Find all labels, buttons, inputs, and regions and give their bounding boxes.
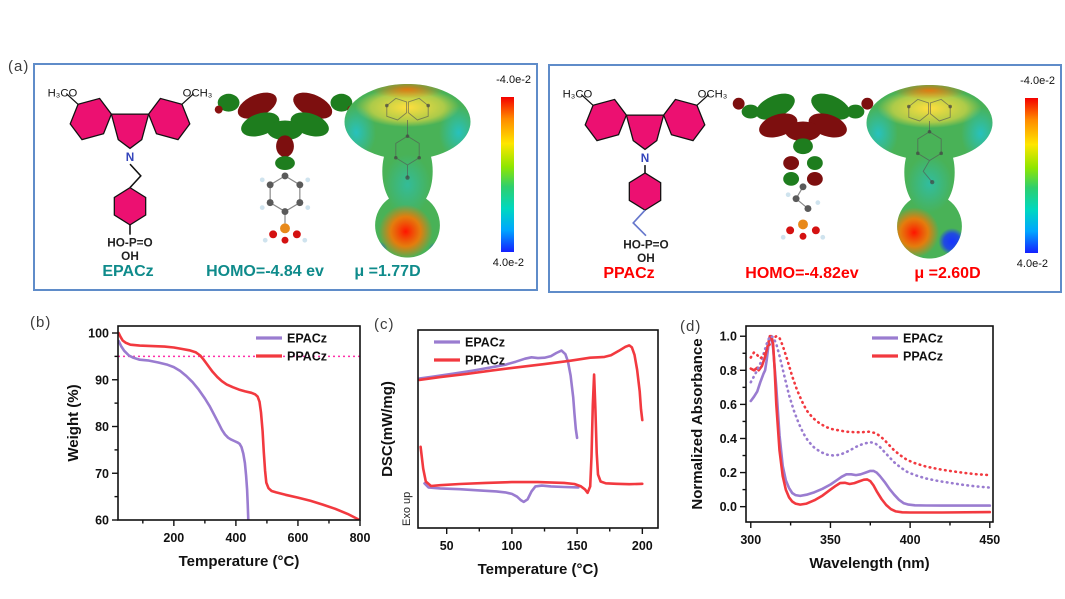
panel-c-label: (c) <box>374 316 395 333</box>
carbazole-left-ring <box>584 98 628 142</box>
carbazole-center-ring <box>110 113 150 150</box>
svg-text:450: 450 <box>979 533 1000 547</box>
svg-text:0.8: 0.8 <box>720 364 737 378</box>
phenyl-ring <box>628 172 662 211</box>
svg-text:400: 400 <box>225 531 246 545</box>
svg-text:Weight (%): Weight (%) <box>65 384 82 461</box>
phenyl-ring <box>113 186 147 226</box>
ppacz-structure-drawing: H₃CO OCH₃ N HO-P=O OH <box>563 88 728 265</box>
nitrogen-label: N <box>641 152 650 165</box>
svg-text:Temperature (°C): Temperature (°C) <box>179 553 300 570</box>
esp-scale-min: 4.0e-2 <box>492 257 524 269</box>
svg-text:100: 100 <box>88 327 109 341</box>
svg-text:400: 400 <box>900 533 921 547</box>
svg-text:0.0: 0.0 <box>720 500 737 514</box>
svg-text:PPACz: PPACz <box>903 350 943 364</box>
ppacz-name-label: PPACz <box>603 265 655 282</box>
svg-text:Normalized Absorbance: Normalized Absorbance <box>689 338 706 509</box>
methoxy-right-label: OCH₃ <box>698 88 728 100</box>
svg-text:Exo up: Exo up <box>401 492 413 526</box>
svg-text:Wavelength (nm): Wavelength (nm) <box>809 555 929 572</box>
svg-text:800: 800 <box>350 531 371 545</box>
carbazole-left-ring <box>69 97 113 141</box>
esp-colorbar <box>1025 98 1038 253</box>
tga-chart: 200 400 600 800 60 70 80 90 100 Temperature (°C) W… <box>65 325 371 570</box>
panel-a-label: (a) <box>8 58 30 75</box>
ppacz-dipole-label: μ =2.60D <box>914 265 981 282</box>
ppacz-homo-orbital <box>732 93 874 240</box>
epacz-name-label: EPACz <box>102 263 154 280</box>
methoxy-left-label: H₃CO <box>563 88 593 100</box>
svg-text:0.2: 0.2 <box>720 466 737 480</box>
esp-scale-max: -4.0e-2 <box>496 74 531 86</box>
svg-text:100: 100 <box>501 539 522 553</box>
phosphorus-atom <box>798 219 808 230</box>
epacz-dipole-label: μ =1.77D <box>354 263 421 280</box>
svg-text:Temperature (°C): Temperature (°C) <box>478 561 599 578</box>
svg-text:0.6: 0.6 <box>720 398 737 412</box>
svg-text:350: 350 <box>820 533 841 547</box>
panel-b-label: (b) <box>30 314 52 331</box>
svg-text:DSC(mW/mg): DSC(mW/mg) <box>379 381 396 477</box>
phosphorus-atom <box>280 223 290 234</box>
epacz-panel-box: H₃CO OCH₃ N HO-P=O OH <box>33 63 538 291</box>
dsc-chart: 50 100 150 200 Temperature (°C) DSC(mW/mg) Exo… <box>379 329 659 578</box>
svg-text:70: 70 <box>95 467 109 481</box>
carbazole-right-ring <box>147 97 191 141</box>
svg-text:90: 90 <box>95 373 109 387</box>
epacz-structure-drawing: H₃CO OCH₃ N HO-P=O OH <box>48 87 213 263</box>
esp-colorbar <box>501 97 514 252</box>
epacz-homo-orbital <box>214 92 356 244</box>
methoxy-left-label: H₃CO <box>48 87 78 99</box>
svg-text:200: 200 <box>163 531 184 545</box>
carbazole-right-ring <box>662 98 706 142</box>
panel-d-label: (d) <box>680 318 702 335</box>
svg-text:PPACz: PPACz <box>465 354 505 368</box>
esp-scale-max: -4.0e-2 <box>1020 75 1055 87</box>
svg-text:EPACz: EPACz <box>287 332 327 346</box>
svg-text:1.0: 1.0 <box>720 330 737 344</box>
esp-scale-min: 4.0e-2 <box>1016 258 1048 270</box>
svg-text:EPACz: EPACz <box>465 336 505 350</box>
absorbance-chart: 300 350 400 450 0.0 0.2 0.4 0.6 0.8 1.0 Wavelength… <box>689 325 1000 572</box>
svg-text:50: 50 <box>440 539 454 553</box>
svg-text:60: 60 <box>95 514 109 528</box>
phosphonic-acid-label: HO-P=O <box>623 238 668 251</box>
svg-text:EPACz: EPACz <box>903 332 943 346</box>
ppacz-esp-map <box>866 84 993 259</box>
hydroxyl-label: OH <box>121 250 139 263</box>
svg-text:200: 200 <box>632 539 653 553</box>
svg-text:300: 300 <box>740 533 761 547</box>
ethyl-linker <box>632 209 647 237</box>
ppacz-homo-label: HOMO=-4.82ev <box>745 265 859 282</box>
svg-text:600: 600 <box>288 531 309 545</box>
svg-text:150: 150 <box>567 539 588 553</box>
svg-text:0.4: 0.4 <box>720 432 737 446</box>
ppacz-panel-box: H₃CO OCH₃ N HO-P=O OH <box>548 64 1062 293</box>
epacz-homo-label: HOMO=-4.84 ev <box>206 263 324 280</box>
phosphonic-acid-label: HO-P=O <box>107 236 152 249</box>
nitrogen-label: N <box>126 151 135 164</box>
hydroxyl-label: OH <box>637 252 655 265</box>
methoxy-right-label: OCH₃ <box>183 87 213 99</box>
carbazole-center-ring <box>625 114 665 151</box>
epacz-esp-map <box>344 83 471 258</box>
ethyl-linker <box>129 163 142 189</box>
svg-text:80: 80 <box>95 420 109 434</box>
svg-text:PPACz: PPACz <box>287 350 327 364</box>
